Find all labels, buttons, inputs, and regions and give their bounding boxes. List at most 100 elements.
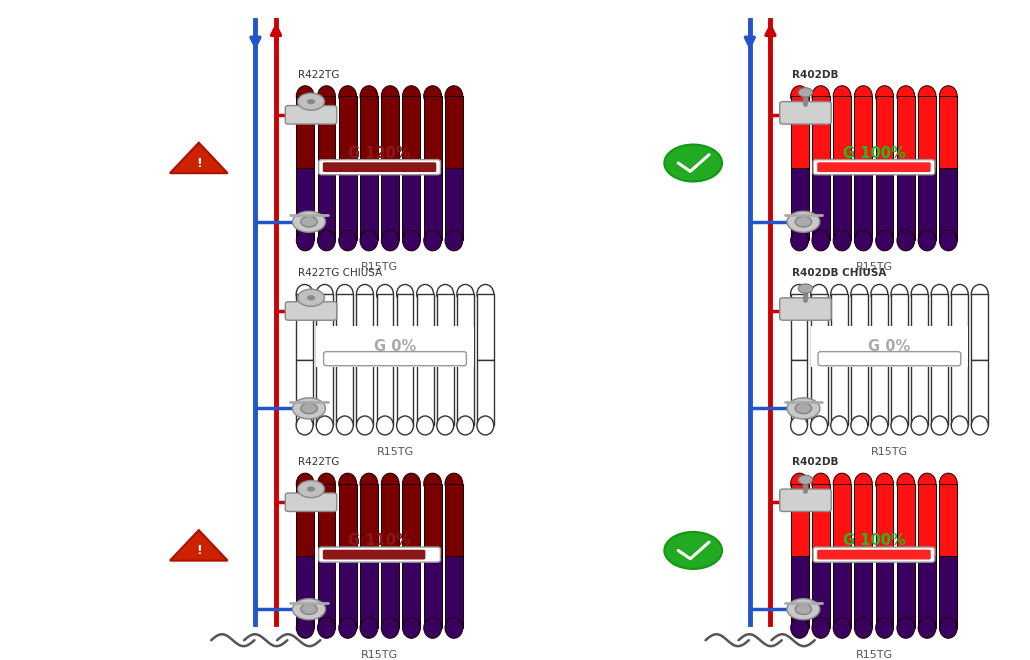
Bar xyxy=(381,556,399,628)
Ellipse shape xyxy=(360,473,378,494)
Bar xyxy=(812,96,830,168)
Ellipse shape xyxy=(897,618,915,638)
Bar xyxy=(377,294,393,360)
Ellipse shape xyxy=(791,230,809,251)
FancyBboxPatch shape xyxy=(811,326,968,367)
Bar xyxy=(317,168,336,240)
Bar xyxy=(445,556,462,628)
Ellipse shape xyxy=(897,230,915,251)
Bar xyxy=(871,294,888,360)
Bar xyxy=(912,294,928,360)
Ellipse shape xyxy=(918,230,936,251)
Ellipse shape xyxy=(445,230,462,251)
Bar xyxy=(437,294,453,360)
Text: R15TG: R15TG xyxy=(870,447,908,457)
Ellipse shape xyxy=(356,416,373,435)
FancyBboxPatch shape xyxy=(316,326,474,367)
Ellipse shape xyxy=(855,618,872,638)
Bar xyxy=(297,168,314,240)
Ellipse shape xyxy=(876,230,893,251)
Bar xyxy=(477,360,493,426)
Ellipse shape xyxy=(297,86,314,106)
Ellipse shape xyxy=(931,416,948,435)
Bar xyxy=(317,484,336,556)
Bar xyxy=(423,484,442,556)
Ellipse shape xyxy=(377,416,393,435)
Ellipse shape xyxy=(339,618,356,638)
Ellipse shape xyxy=(931,284,948,304)
Ellipse shape xyxy=(791,86,809,106)
Bar xyxy=(833,168,851,240)
Bar xyxy=(831,360,848,426)
Bar xyxy=(912,360,928,426)
Ellipse shape xyxy=(298,480,324,498)
Bar xyxy=(791,294,808,360)
FancyBboxPatch shape xyxy=(285,493,337,512)
Ellipse shape xyxy=(317,618,336,638)
Bar xyxy=(833,556,851,628)
Ellipse shape xyxy=(918,473,936,494)
Ellipse shape xyxy=(316,284,333,304)
Circle shape xyxy=(787,398,820,419)
Ellipse shape xyxy=(297,284,313,304)
Bar xyxy=(337,360,353,426)
Bar xyxy=(297,294,313,360)
Bar xyxy=(403,484,420,556)
Ellipse shape xyxy=(316,416,333,435)
Bar xyxy=(297,360,313,426)
Bar xyxy=(457,360,474,426)
Ellipse shape xyxy=(833,86,851,106)
Ellipse shape xyxy=(939,473,957,494)
Polygon shape xyxy=(170,143,228,173)
Ellipse shape xyxy=(812,618,830,638)
Ellipse shape xyxy=(855,86,872,106)
Bar xyxy=(381,168,399,240)
Ellipse shape xyxy=(417,416,434,435)
Ellipse shape xyxy=(477,284,493,304)
Bar xyxy=(876,484,893,556)
Circle shape xyxy=(664,145,722,182)
Ellipse shape xyxy=(381,230,399,251)
FancyBboxPatch shape xyxy=(318,160,441,175)
Bar xyxy=(397,360,413,426)
Bar xyxy=(339,96,356,168)
Bar xyxy=(339,556,356,628)
Ellipse shape xyxy=(791,416,808,435)
Bar xyxy=(918,168,936,240)
Ellipse shape xyxy=(876,473,893,494)
Ellipse shape xyxy=(791,284,808,304)
Ellipse shape xyxy=(811,284,827,304)
Ellipse shape xyxy=(851,416,867,435)
Ellipse shape xyxy=(891,416,907,435)
Ellipse shape xyxy=(831,416,848,435)
Bar xyxy=(812,556,830,628)
Text: !: ! xyxy=(196,156,202,170)
Bar xyxy=(897,168,915,240)
FancyBboxPatch shape xyxy=(817,162,931,172)
Bar xyxy=(855,168,872,240)
Bar xyxy=(477,294,493,360)
Ellipse shape xyxy=(833,473,851,494)
Bar xyxy=(457,294,474,360)
Ellipse shape xyxy=(812,473,830,494)
Ellipse shape xyxy=(403,618,420,638)
FancyBboxPatch shape xyxy=(818,352,961,366)
Bar xyxy=(791,484,809,556)
Bar xyxy=(876,96,893,168)
Ellipse shape xyxy=(952,284,968,304)
Bar xyxy=(971,294,988,360)
FancyBboxPatch shape xyxy=(817,550,931,560)
Circle shape xyxy=(787,599,820,620)
Circle shape xyxy=(301,604,317,614)
Circle shape xyxy=(795,216,812,227)
Text: !: ! xyxy=(196,544,202,557)
Ellipse shape xyxy=(317,230,336,251)
Bar xyxy=(939,484,957,556)
Text: R15TG: R15TG xyxy=(855,649,893,660)
Ellipse shape xyxy=(339,473,356,494)
Circle shape xyxy=(301,216,317,227)
FancyBboxPatch shape xyxy=(780,102,831,124)
Text: G 0%: G 0% xyxy=(374,339,416,354)
FancyBboxPatch shape xyxy=(813,160,935,175)
Bar xyxy=(360,484,378,556)
